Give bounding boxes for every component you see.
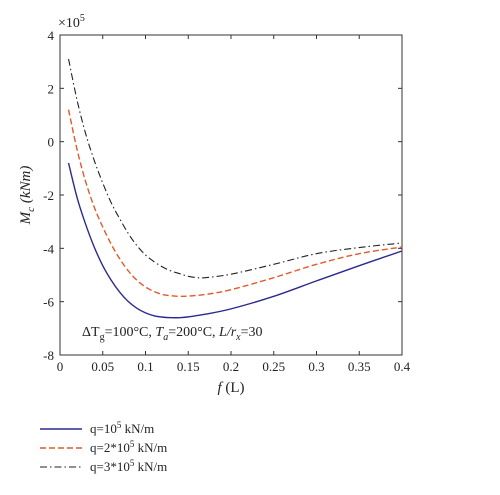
y-axis-label: Mc (kNm): [18, 166, 37, 226]
x-tick-label: 0.3: [308, 359, 324, 374]
legend-label-series-2: q=2*105 kN/m: [90, 439, 167, 455]
series-line-3: [68, 58, 403, 279]
x-tick-label: 0.1: [137, 359, 153, 374]
series-layer: [67, 58, 403, 319]
annotation-text: ΔTg=100°C, Ta=200°C, L/rx=30: [82, 325, 263, 343]
x-axis-label: f (L): [217, 380, 244, 396]
x-tick-label: 0.15: [177, 359, 200, 374]
series-line-1: [67, 162, 403, 319]
y-tick-label: -2: [43, 188, 54, 203]
y-tick-label: 4: [48, 28, 55, 43]
y-tick-label: -8: [43, 348, 54, 363]
x-tick-label: 0: [57, 359, 64, 374]
x-axis-ticks: 0 0.05 0.1 0.15 0.2 0.25 0.3 0.35 0.4: [57, 35, 411, 374]
y-tick-label: -4: [43, 241, 54, 256]
x-tick-label: 0.35: [348, 359, 371, 374]
y-multiplier: ×105: [58, 13, 85, 31]
plot-frame: [59, 34, 403, 356]
legend: q=105 kN/m q=2*105 kN/m q=3*105 kN/m: [40, 420, 167, 474]
x-tick-label: 0.4: [394, 359, 411, 374]
series-line-2: [67, 109, 403, 298]
x-tick-label: 0.25: [262, 359, 285, 374]
x-tick-label: 0.05: [91, 359, 114, 374]
legend-label-series-3: q=3*105 kN/m: [90, 458, 167, 474]
legend-label-series-1: q=105 kN/m: [90, 420, 154, 436]
y-axis-ticks: -8 -6 -4 -2 0 2 4: [43, 28, 402, 363]
y-tick-label: 2: [48, 81, 55, 96]
y-tick-label: 0: [48, 135, 55, 150]
x-tick-label: 0.2: [223, 359, 239, 374]
y-tick-label: -6: [43, 295, 54, 310]
